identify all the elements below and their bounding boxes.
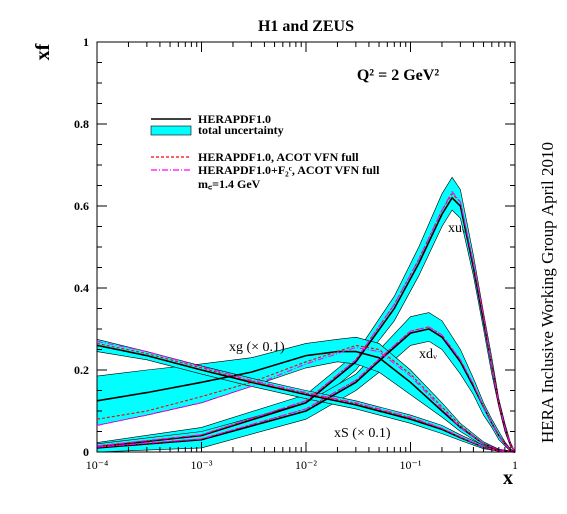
xs-curve-label: xS (× 0.1) (334, 426, 391, 441)
legend-label-central: HERAPDF1.0 (198, 112, 271, 126)
x-tick-label: 1 (512, 458, 518, 472)
legend-label-mc: m꜀=1.4 GeV (198, 177, 261, 191)
xdv-acot-f2c-line (96, 326, 516, 453)
q2-annotation: Q² = 2 GeV² (357, 67, 439, 84)
xS-acot-line (96, 342, 516, 453)
xuv-curve-label: xuᵥ (448, 221, 467, 236)
xS-acot-f2c-line (96, 340, 516, 453)
texts: H1 and ZEUS xf x Q² = 2 GeV² April 2010 HERA … (32, 18, 557, 489)
xdv-curve-label: xdᵥ (419, 347, 438, 362)
xg-acot-line (96, 344, 516, 453)
ticks: 10⁻⁴ 10⁻³ 10⁻² 10⁻¹ 1 0 0.2 0.4 0.6 0.8 1 (74, 35, 518, 472)
xg-acot-f2c-line (96, 346, 516, 453)
legend-label-acot-f2c: HERAPDF1.0+F₂ᶜ, ACOT VFN full (198, 163, 380, 177)
xg-curve-label: xg (× 0.1) (229, 340, 285, 355)
chart-title: H1 and ZEUS (258, 18, 354, 35)
legend-label-band: total uncertainty (198, 123, 284, 137)
x-tick-label: 10⁻² (295, 458, 317, 472)
x-tick-label: 10⁻⁴ (86, 458, 109, 472)
y-tick-label: 0.6 (74, 199, 89, 213)
date-label: April 2010 (538, 142, 557, 216)
y-tick-label: 0.4 (74, 281, 89, 295)
legend-swatch-band (150, 125, 192, 136)
y-tick-label: 1 (83, 35, 89, 49)
y-tick-label: 0.2 (74, 363, 89, 377)
x-tick-label: 10⁻¹ (400, 458, 422, 472)
legend-label-acot: HERAPDF1.0, ACOT VFN full (198, 150, 359, 164)
x-axis-label: x (503, 467, 513, 489)
xuv-acot-f2c-line (96, 190, 516, 453)
y-tick-label: 0.8 (74, 117, 89, 131)
y-axis-label: xf (32, 43, 54, 60)
y-tick-label: 0 (83, 445, 89, 459)
x-tick-label: 10⁻³ (191, 458, 213, 472)
group-label: HERA Inclusive Working Group (538, 220, 557, 443)
curves (96, 190, 516, 453)
